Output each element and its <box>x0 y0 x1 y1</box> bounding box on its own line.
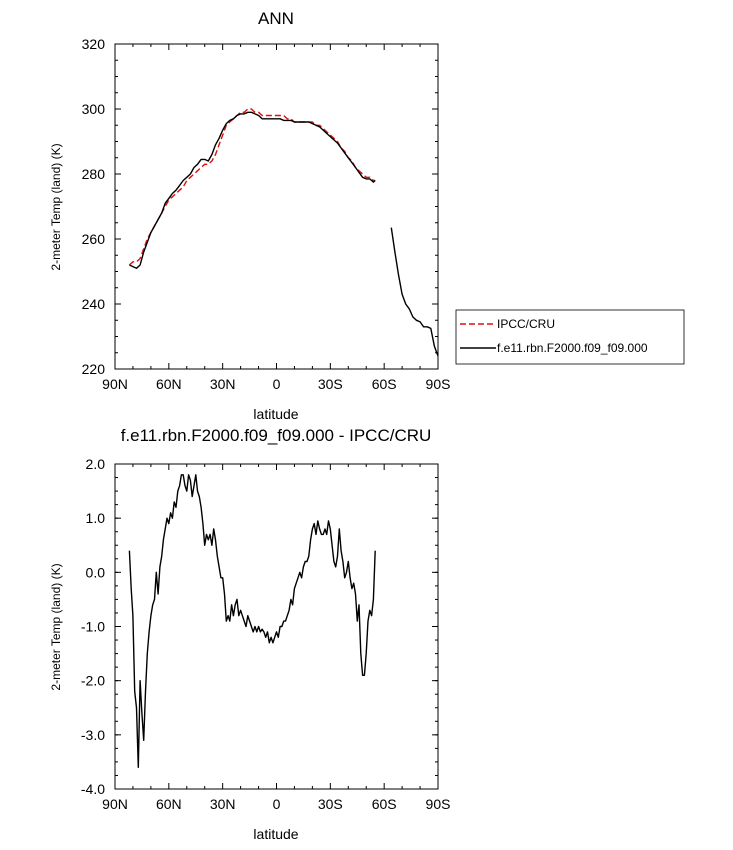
y-tick-label: -3.0 <box>81 727 105 743</box>
x-tick-label: 90N <box>102 796 128 812</box>
x-tick-label: 0 <box>273 796 281 812</box>
y-tick-label: -4.0 <box>81 781 105 797</box>
y-tick-label: 260 <box>82 231 106 247</box>
series-line-f-e11-rbn-f2000-f09-f09-000 <box>390 227 439 357</box>
chart-panel-top: ANN 2-meter Temp (land) (K) latitude 90N… <box>49 9 685 422</box>
y-axis-label: 2-meter Temp (land) (K) <box>49 563 63 690</box>
x-tick-label: 60S <box>372 796 397 812</box>
y-axis-label: 2-meter Temp (land) (K) <box>49 143 63 270</box>
plot-frame <box>114 43 439 370</box>
y-tick-label: 2.0 <box>86 456 106 472</box>
x-tick-label: 0 <box>273 376 281 392</box>
y-tick-label: 300 <box>82 101 106 117</box>
series-line-ipcc-cru <box>128 108 376 266</box>
x-tick-label: 60S <box>372 376 397 392</box>
y-tick-label: 0.0 <box>86 564 106 580</box>
x-tick-label: 60N <box>156 796 182 812</box>
series-group <box>128 108 439 357</box>
legend-label-ipcc: IPCC/CRU <box>497 317 555 331</box>
chart-title: ANN <box>258 9 294 28</box>
axis-ticks: 90N 60N 30N 0 30S 60S 90S 220 240 260 280 300 320 <box>82 36 451 392</box>
legend-box <box>455 309 685 365</box>
plot-frame <box>114 463 439 790</box>
series-group <box>128 474 376 768</box>
x-tick-label: 60N <box>156 376 182 392</box>
series-line-difference <box>128 474 376 768</box>
y-tick-label: 240 <box>82 296 106 312</box>
y-tick-label: 320 <box>82 36 106 52</box>
x-tick-label: 30N <box>210 376 236 392</box>
y-tick-label: 1.0 <box>86 510 106 526</box>
y-tick-label: 220 <box>82 361 106 377</box>
axis-ticks: 90N 60N 30N 0 30S 60S 90S -4.0 -3.0 -2.0 -1.0 0.0 1.… <box>81 456 451 812</box>
x-tick-label: 30S <box>318 796 343 812</box>
y-tick-label: 280 <box>82 166 106 182</box>
x-tick-label: 90S <box>426 376 451 392</box>
y-tick-label: -1.0 <box>81 619 105 635</box>
series-line-f-e11-rbn-f2000-f09-f09-000 <box>129 111 376 269</box>
legend-label-model: f.e11.rbn.F2000.f09_f09.000 <box>497 341 648 355</box>
chart-panel-bottom: f.e11.rbn.F2000.f09_f09.000 - IPCC/CRU 2… <box>49 426 450 842</box>
x-tick-label: 90S <box>426 796 451 812</box>
x-tick-label: 90N <box>102 376 128 392</box>
x-axis-label: latitude <box>253 826 298 842</box>
legend: IPCC/CRU f.e11.rbn.F2000.f09_f09.000 <box>455 309 685 365</box>
x-tick-label: 30S <box>318 376 343 392</box>
y-tick-label: -2.0 <box>81 673 105 689</box>
x-axis-label: latitude <box>253 406 298 422</box>
chart-title: f.e11.rbn.F2000.f09_f09.000 - IPCC/CRU <box>121 426 432 445</box>
x-tick-label: 30N <box>210 796 236 812</box>
